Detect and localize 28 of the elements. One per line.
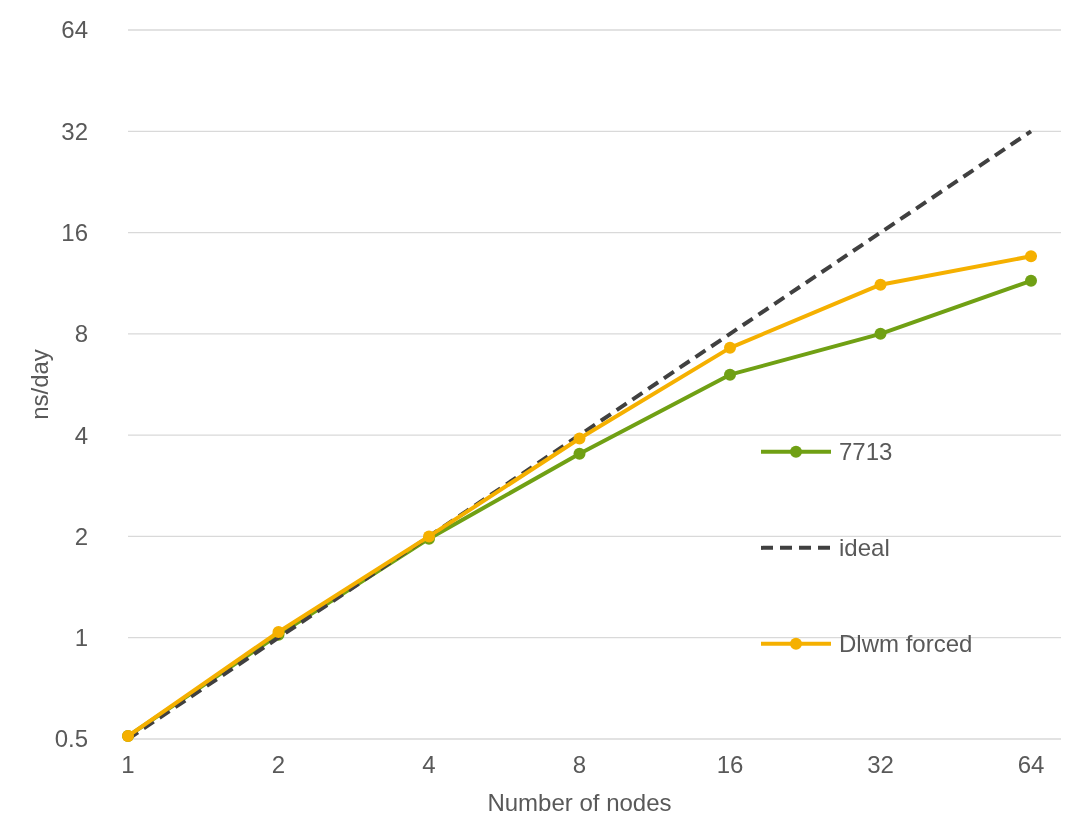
x-tick-label: 64 <box>1017 751 1045 778</box>
point <box>724 341 736 354</box>
y-tick-label: 2 <box>74 522 88 550</box>
x-tick-label: 32 <box>867 751 894 778</box>
y-tick-label: 1 <box>74 624 88 652</box>
legend-label: 7713 <box>839 438 893 466</box>
point <box>724 368 736 381</box>
y-tick-label: 32 <box>61 117 88 145</box>
x-tick-label: 2 <box>271 751 286 778</box>
y-tick-label: 8 <box>74 320 88 348</box>
point <box>573 447 586 460</box>
legend-label: Dlwm forced <box>839 630 973 658</box>
point <box>1025 250 1037 263</box>
x-tick-label: 16 <box>716 751 744 778</box>
point <box>573 432 586 445</box>
y-axis-title: ns/day <box>26 349 53 420</box>
x-tick-label: 4 <box>422 751 436 778</box>
x-tick-label: 8 <box>572 751 587 778</box>
x-axis-title: Number of nodes <box>487 789 672 816</box>
y-tick-label: 0.5 <box>54 725 88 753</box>
y-tick-label: 64 <box>61 16 88 44</box>
point <box>874 278 887 291</box>
y-tick-label: 4 <box>74 421 88 449</box>
point <box>1025 274 1037 287</box>
point <box>874 327 887 340</box>
x-tick-label: 1 <box>121 751 135 778</box>
legend-label: ideal <box>839 534 890 562</box>
y-tick-label: 16 <box>61 218 88 246</box>
